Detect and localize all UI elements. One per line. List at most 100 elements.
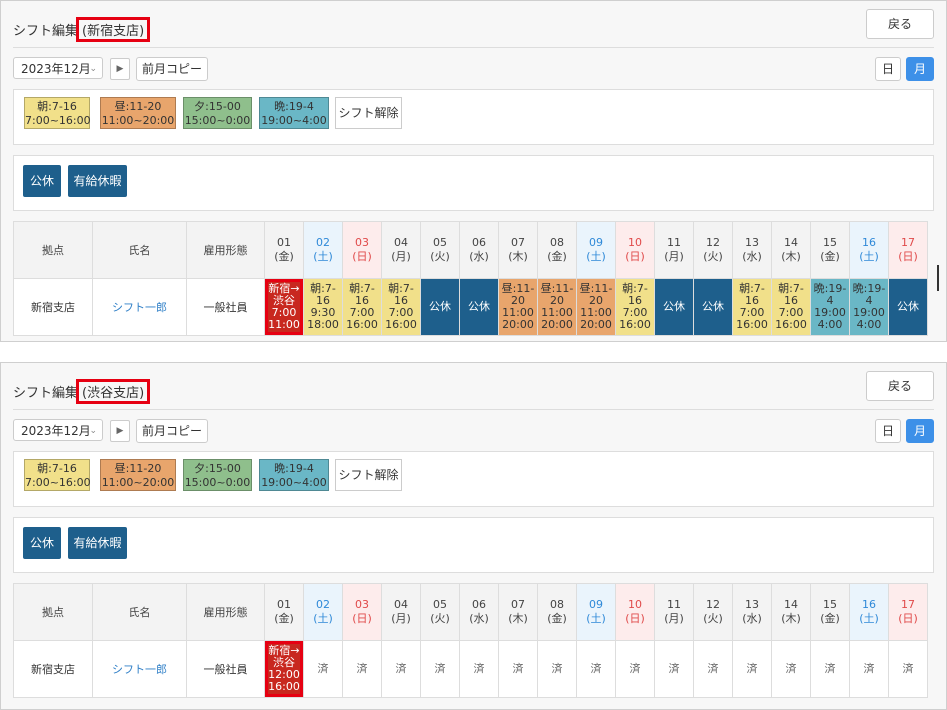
shift-cell[interactable]: 朝:7-16 9:30 18:00 [303, 278, 343, 336]
shift-cell[interactable]: 済 [303, 640, 343, 698]
day-number: 03 [355, 598, 369, 611]
shift-cell[interactable]: 公休 [888, 278, 928, 336]
shift-cell[interactable]: 済 [576, 640, 616, 698]
clear-shift-button[interactable]: シフト解除 [335, 459, 402, 491]
paid-leave-button[interactable]: 有給休暇 [68, 527, 127, 559]
month-select[interactable]: 2023年12月 ⌄ [13, 57, 103, 79]
shift-cell-transfer[interactable]: 新宿→ 渋谷 7:00 11:00 [264, 278, 304, 336]
shift-type-evening[interactable]: 夕:15-00 15:00~0:00 [183, 97, 252, 129]
employee-name-link[interactable]: シフト一郎 [92, 278, 187, 336]
day-number: 17 [901, 598, 915, 611]
shift-cell[interactable]: 済 [888, 640, 928, 698]
shift-cell[interactable]: 済 [459, 640, 499, 698]
shift-cell[interactable]: 済 [849, 640, 889, 698]
shift-type-night[interactable]: 晩:19-4 19:00~4:00 [259, 97, 329, 129]
day-number: 14 [784, 598, 798, 611]
shift-cell[interactable]: 済 [732, 640, 772, 698]
day-view-button[interactable]: 日 [875, 57, 901, 81]
day-header: 16 (土) [849, 221, 889, 279]
shift-cell[interactable]: 済 [342, 640, 382, 698]
day-header: 02 (土) [303, 583, 343, 641]
shift-cell[interactable]: 済 [381, 640, 421, 698]
shift-cell[interactable]: 晩:19-4 19:00 4:00 [849, 278, 889, 336]
shift-cell-line: 済 [707, 662, 719, 675]
shift-cell[interactable]: 朝:7-16 7:00 16:00 [615, 278, 655, 336]
day-header: 08 (金) [537, 221, 577, 279]
next-month-button[interactable]: ▶ [110, 58, 130, 80]
day-header: 17 (日) [888, 583, 928, 641]
public-holiday-button[interactable]: 公休 [23, 527, 61, 559]
day-weekday: (月) [391, 612, 411, 625]
shift-cell[interactable]: 済 [420, 640, 460, 698]
shift-type-night[interactable]: 晩:19-4 19:00~4:00 [259, 459, 329, 491]
shift-cell-line: 12:00 [268, 668, 300, 681]
shift-cell[interactable]: 公休 [654, 278, 694, 336]
shift-legend: 朝:7-16 7:00~16:00 昼:11-20 11:00~20:00 夕:15… [13, 451, 934, 507]
shift-cell[interactable]: 晩:19-4 19:00 4:00 [810, 278, 850, 336]
month-view-button[interactable]: 月 [906, 419, 934, 443]
chevron-down-icon: ⌄ [89, 426, 97, 436]
month-select[interactable]: 2023年12月 ⌄ [13, 419, 103, 441]
play-right-icon: ▶ [116, 64, 124, 74]
shift-cell[interactable]: 済 [654, 640, 694, 698]
shift-cell-line: 19:00 [853, 306, 885, 319]
day-weekday: (日) [352, 612, 372, 625]
paid-leave-button[interactable]: 有給休暇 [68, 165, 127, 197]
shift-type-noon[interactable]: 昼:11-20 11:00~20:00 [100, 97, 176, 129]
shift-cell[interactable]: 昼:11-20 11:00 20:00 [576, 278, 616, 336]
day-weekday: (木) [781, 250, 801, 263]
shift-cell[interactable]: 済 [498, 640, 538, 698]
shift-cell[interactable]: 公休 [420, 278, 460, 336]
shift-cell-line: 済 [590, 662, 602, 675]
day-weekday: (日) [352, 250, 372, 263]
day-number: 10 [628, 598, 642, 611]
back-button[interactable]: 戻る [866, 371, 934, 401]
shift-cell[interactable]: 公休 [693, 278, 733, 336]
shift-cell[interactable]: 済 [615, 640, 655, 698]
day-header: 04 (月) [381, 221, 421, 279]
shift-cell-line: 昼:11-20 [540, 282, 574, 307]
day-header: 02 (土) [303, 221, 343, 279]
shift-cell[interactable]: 公休 [459, 278, 499, 336]
shift-cell-line: 11:00 [502, 306, 534, 319]
day-view-button[interactable]: 日 [875, 419, 901, 443]
day-weekday: (火) [703, 612, 723, 625]
shift-cell[interactable]: 朝:7-16 7:00 16:00 [771, 278, 811, 336]
holiday-buttons: 公休 有給休暇 [13, 517, 934, 573]
public-holiday-button[interactable]: 公休 [23, 165, 61, 197]
shift-cell-transfer[interactable]: 新宿→ 渋谷 12:00 16:00 [264, 640, 304, 698]
copy-prev-month-button[interactable]: 前月コピー [136, 419, 208, 443]
day-header: 07 (木) [498, 583, 538, 641]
copy-prev-month-button[interactable]: 前月コピー [136, 57, 208, 81]
month-view-button[interactable]: 月 [906, 57, 934, 81]
shift-cell[interactable]: 済 [537, 640, 577, 698]
employee-name-link[interactable]: シフト一郎 [92, 640, 187, 698]
day-header: 10 (日) [615, 221, 655, 279]
clear-shift-button[interactable]: シフト解除 [335, 97, 402, 129]
next-month-button[interactable]: ▶ [110, 420, 130, 442]
day-number: 07 [511, 598, 525, 611]
shift-type-morning[interactable]: 朝:7-16 7:00~16:00 [24, 459, 91, 491]
shift-cell[interactable]: 朝:7-16 7:00 16:00 [342, 278, 382, 336]
shift-cell[interactable]: 昼:11-20 11:00 20:00 [498, 278, 538, 336]
shift-cell-line: 朝:7-16 [622, 282, 648, 307]
shift-type-evening[interactable]: 夕:15-00 15:00~0:00 [183, 459, 252, 491]
scroll-indicator [937, 265, 939, 291]
play-right-icon: ▶ [116, 426, 124, 436]
page-title: シフト編集 (新宿支店) [13, 17, 151, 42]
shift-cell[interactable]: 済 [693, 640, 733, 698]
shift-cell-line: 7:00 [388, 306, 414, 319]
day-number: 09 [589, 598, 603, 611]
shift-cell[interactable]: 朝:7-16 7:00 16:00 [732, 278, 772, 336]
day-weekday: (火) [430, 612, 450, 625]
back-button[interactable]: 戻る [866, 9, 934, 39]
shift-cell[interactable]: 昼:11-20 11:00 20:00 [537, 278, 577, 336]
shift-cell[interactable]: 済 [771, 640, 811, 698]
cell-base: 新宿支店 [13, 278, 93, 336]
shift-cell[interactable]: 朝:7-16 7:00 16:00 [381, 278, 421, 336]
shift-type-noon[interactable]: 昼:11-20 11:00~20:00 [100, 459, 176, 491]
shift-cell[interactable]: 済 [810, 640, 850, 698]
shift-cell-line: 朝:7-16 [349, 282, 375, 307]
shift-type-morning[interactable]: 朝:7-16 7:00~16:00 [24, 97, 91, 129]
table-header-row: 拠点 氏名 雇用形態 01 (金) 02 (土) 03 (日) 04 (月) 05 (火) 06 (水… [13, 221, 928, 279]
